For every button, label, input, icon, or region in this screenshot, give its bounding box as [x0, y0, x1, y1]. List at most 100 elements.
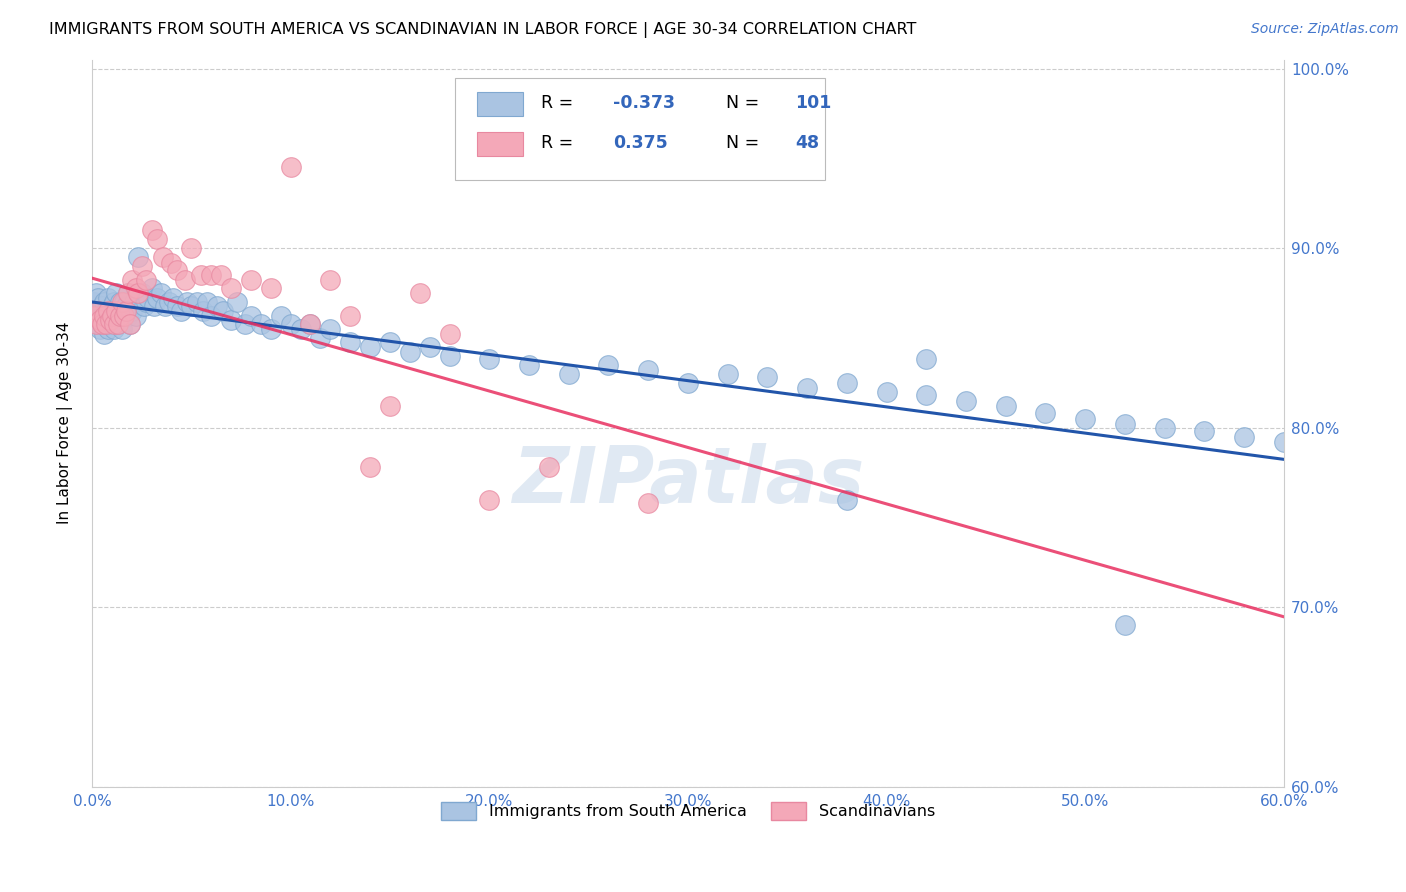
Point — [219, 313, 242, 327]
Point — [319, 273, 342, 287]
Point — [93, 310, 115, 324]
Point — [219, 280, 242, 294]
Point — [103, 317, 125, 331]
Point — [87, 304, 110, 318]
FancyBboxPatch shape — [477, 93, 523, 116]
Point — [84, 313, 107, 327]
Point — [200, 268, 222, 282]
Text: N =: N = — [725, 134, 765, 153]
Point — [112, 295, 135, 310]
Text: R =: R = — [541, 134, 585, 153]
Point — [141, 223, 163, 237]
Point — [676, 376, 699, 390]
Point — [107, 304, 129, 318]
Point — [1114, 618, 1136, 632]
Point — [118, 317, 141, 331]
Point — [212, 304, 235, 318]
Point — [114, 299, 136, 313]
Point — [118, 317, 141, 331]
Point — [84, 317, 107, 331]
Point — [1272, 435, 1295, 450]
Point — [270, 310, 292, 324]
Point — [233, 317, 256, 331]
Point — [114, 304, 136, 318]
Point — [249, 317, 271, 331]
Point — [103, 295, 125, 310]
Point — [1114, 417, 1136, 431]
Point — [915, 388, 938, 402]
Point — [378, 334, 401, 349]
Text: 48: 48 — [796, 134, 820, 153]
Point — [176, 295, 198, 310]
Point — [876, 384, 898, 399]
Point — [89, 313, 111, 327]
Point — [127, 286, 149, 301]
Point — [117, 286, 139, 301]
Point — [157, 295, 180, 310]
Point — [478, 492, 501, 507]
Point — [239, 310, 262, 324]
Point — [260, 322, 283, 336]
Point — [239, 273, 262, 287]
Point — [160, 255, 183, 269]
Point — [98, 313, 121, 327]
Point — [111, 310, 134, 324]
Point — [108, 310, 131, 324]
Point — [83, 295, 105, 310]
Point — [280, 161, 302, 175]
Point — [128, 292, 150, 306]
Point — [107, 317, 129, 331]
Point — [994, 399, 1017, 413]
Point — [150, 286, 173, 301]
Point — [111, 322, 134, 336]
Text: 101: 101 — [796, 95, 831, 112]
Point — [124, 310, 146, 324]
Point — [190, 268, 212, 282]
Point — [409, 286, 432, 301]
Point — [142, 299, 165, 313]
Point — [121, 273, 143, 287]
Point — [517, 358, 540, 372]
Point — [378, 399, 401, 413]
Point — [359, 460, 381, 475]
Point — [98, 304, 121, 318]
Point — [419, 340, 441, 354]
Point — [200, 310, 222, 324]
Point — [537, 460, 560, 475]
Point — [155, 299, 177, 313]
Point — [122, 295, 145, 310]
Point — [226, 295, 249, 310]
Point — [478, 352, 501, 367]
Point — [83, 310, 105, 324]
Point — [162, 292, 184, 306]
Point — [97, 292, 120, 306]
Point — [796, 381, 818, 395]
FancyBboxPatch shape — [456, 78, 825, 179]
Point — [117, 310, 139, 324]
Point — [127, 250, 149, 264]
Point — [131, 286, 153, 301]
Text: -0.373: -0.373 — [613, 95, 675, 112]
Point — [141, 280, 163, 294]
Point — [290, 322, 312, 336]
Point — [89, 322, 111, 336]
Point — [152, 250, 174, 264]
Point — [319, 322, 342, 336]
Point — [104, 310, 127, 324]
Point — [174, 273, 197, 287]
Point — [94, 304, 117, 318]
Point — [87, 317, 110, 331]
Point — [1153, 420, 1175, 434]
Point — [398, 345, 420, 359]
Legend: Immigrants from South America, Scandinavians: Immigrants from South America, Scandinav… — [434, 796, 941, 826]
Point — [637, 363, 659, 377]
Point — [193, 304, 215, 318]
Point — [166, 299, 188, 313]
Point — [146, 292, 169, 306]
Point — [90, 299, 112, 313]
Point — [180, 299, 202, 313]
Point — [557, 367, 579, 381]
Point — [359, 340, 381, 354]
Point — [136, 292, 159, 306]
Point — [111, 295, 134, 310]
